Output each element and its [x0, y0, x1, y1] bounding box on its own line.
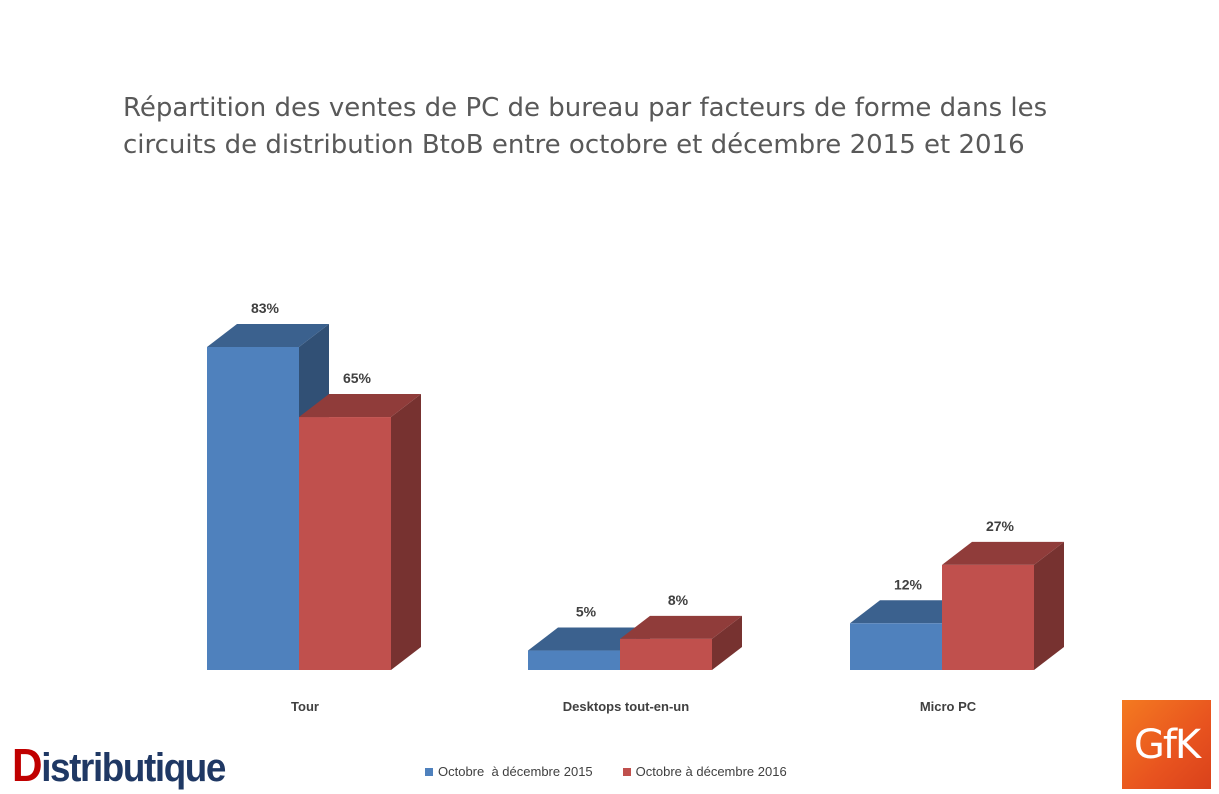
bar-desktops-tout-en-un-2015[interactable] [528, 650, 620, 670]
distributique-logo: Distributique [12, 739, 226, 791]
bar-micro-pc-2015[interactable] [850, 623, 942, 670]
gfk-logo: GfK [1122, 700, 1211, 789]
bar-top-desktops-tout-en-un-2016 [620, 615, 742, 639]
data-label-micro-pc-2016: 27% [986, 518, 1015, 534]
bar-side-tour-2016 [391, 394, 421, 670]
data-label-desktops-tout-en-un-2016: 8% [668, 592, 689, 608]
bar-tour-2015[interactable] [207, 347, 299, 670]
legend-item-2016[interactable]: Octobre à décembre 2016 [622, 764, 787, 779]
bar-tour-2016[interactable] [299, 417, 391, 670]
legend-label-2015: Octobre à décembre 2015 [438, 764, 593, 779]
bar-micro-pc-2016[interactable] [942, 564, 1034, 670]
legend-label-2016: Octobre à décembre 2016 [635, 764, 787, 779]
category-label-desktops-tout-en-un: Desktops tout-en-un [563, 699, 689, 714]
category-label-micro-pc: Micro PC [920, 699, 977, 714]
bar-top-tour-2016 [299, 394, 421, 418]
bar-side-micro-pc-2016 [1034, 541, 1064, 670]
bar-top-desktops-tout-en-un-2015 [528, 627, 650, 651]
data-label-tour-2015: 83% [251, 300, 280, 316]
legend-item-2015[interactable]: Octobre à décembre 2015 [425, 764, 593, 779]
legend: Octobre à décembre 2015 Octobre à décemb… [425, 764, 787, 779]
bar-side-desktops-tout-en-un-2016 [712, 615, 742, 670]
data-label-desktops-tout-en-un-2015: 5% [576, 604, 597, 620]
legend-swatch-2016 [622, 767, 631, 776]
bar-top-micro-pc-2015 [850, 600, 972, 624]
data-label-micro-pc-2015: 12% [894, 576, 923, 592]
bar-desktops-tout-en-un-2016[interactable] [620, 638, 712, 670]
bar-top-micro-pc-2016 [942, 541, 1064, 565]
category-label-tour: Tour [291, 699, 319, 714]
bar-top-tour-2015 [207, 324, 329, 347]
chart-title: Répartition des ventes de PC de bureau p… [123, 93, 1048, 160]
data-label-tour-2016: 65% [343, 370, 372, 386]
legend-swatch-2015 [425, 767, 433, 776]
